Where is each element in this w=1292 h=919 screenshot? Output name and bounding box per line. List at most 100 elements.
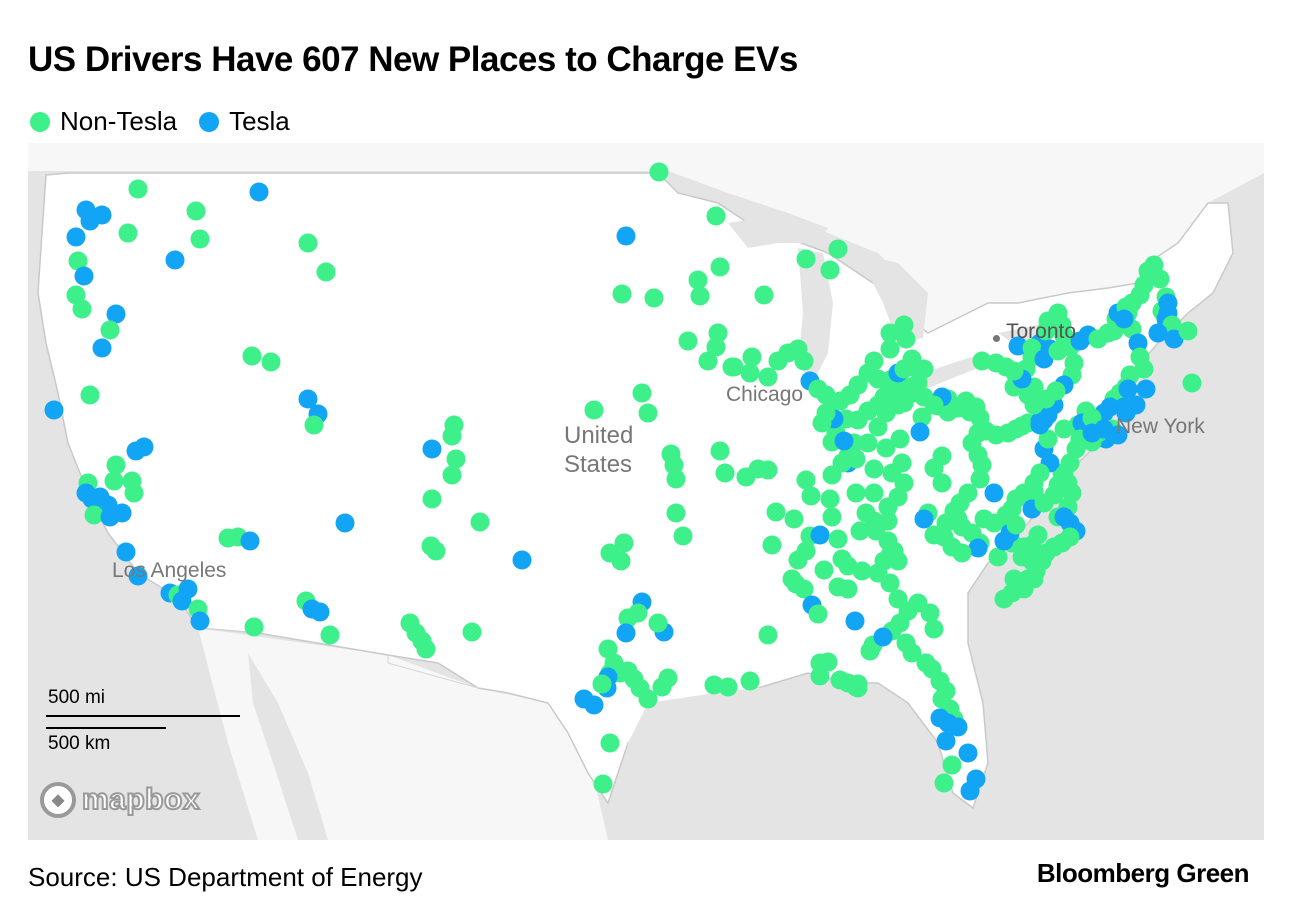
tesla-charger-marker (810, 525, 830, 545)
non-tesla-charger-marker (442, 465, 462, 485)
tesla-charger-marker (948, 717, 968, 737)
non-tesla-charger-marker (658, 668, 678, 688)
non-tesla-charger-marker (304, 415, 324, 435)
non-tesla-charger-marker (766, 502, 786, 522)
non-tesla-charger-marker (190, 229, 210, 249)
map-label-toronto: Toronto (1006, 320, 1077, 343)
non-tesla-charger-marker (902, 643, 922, 663)
non-tesla-charger-marker (106, 455, 126, 475)
non-tesla-charger-marker (864, 351, 884, 371)
legend-label-non-tesla: Non-Tesla (60, 106, 178, 136)
non-tesla-charger-marker (794, 351, 814, 371)
tesla-charger-marker (960, 781, 980, 801)
non-tesla-charger-marker (740, 671, 760, 691)
chart-title: US Drivers Have 607 New Places to Charge… (28, 40, 798, 79)
tesla-charger-marker (936, 731, 956, 751)
non-tesla-charger-marker (988, 547, 1008, 567)
tesla-charger-marker (190, 611, 210, 631)
non-tesla-charger-marker (942, 755, 962, 775)
non-tesla-charger-marker (80, 385, 100, 405)
non-tesla-charger-marker (932, 473, 952, 493)
tesla-charger-marker (584, 695, 604, 715)
non-tesla-charger-marker (638, 689, 658, 709)
non-tesla-charger-marker (104, 471, 124, 491)
tesla-charger-marker (310, 602, 330, 622)
tesla-charger-marker (128, 566, 148, 586)
non-tesla-charger-marker (838, 579, 858, 599)
non-tesla-charger-marker (261, 352, 281, 372)
non-tesla-charger-marker (706, 337, 726, 357)
non-tesla-charger-marker (822, 507, 842, 527)
tesla-charger-marker (1128, 333, 1148, 353)
non-tesla-charger-marker (920, 603, 940, 623)
non-tesla-charger-marker (904, 357, 924, 377)
non-tesla-charger-marker (986, 353, 1006, 373)
non-tesla-charger-marker (600, 733, 620, 753)
non-tesla-charger-marker (632, 383, 652, 403)
tesla-charger-marker (92, 205, 112, 225)
tesla-charger-marker (106, 304, 126, 324)
non-tesla-charger-marker (864, 483, 884, 503)
non-tesla-charger-marker (708, 323, 728, 343)
non-tesla-charger-marker (934, 773, 954, 793)
tesla-charger-marker (240, 531, 260, 551)
tesla-charger-marker (910, 422, 930, 442)
scale-km-label: 500 km (48, 733, 111, 754)
non-tesla-charger-marker (796, 470, 816, 490)
non-tesla-charger-marker (124, 483, 144, 503)
non-tesla-charger-marker (896, 329, 916, 349)
map-label-toronto-group: Toronto (993, 320, 1076, 344)
map-label-new-york: New York (1116, 415, 1205, 438)
non-tesla-charger-marker (648, 613, 668, 633)
non-tesla-charger-marker (664, 455, 684, 475)
non-tesla-charger-marker (644, 288, 664, 308)
non-tesla-charger-marker (858, 433, 878, 453)
non-tesla-charger-marker (1028, 525, 1048, 545)
tesla-charger-marker (1148, 323, 1168, 343)
non-tesla-charger-marker (758, 625, 778, 645)
non-tesla-charger-marker (698, 351, 718, 371)
non-tesla-charger-marker (242, 346, 262, 366)
non-tesla-charger-marker (722, 357, 742, 377)
tesla-charger-marker (1158, 293, 1178, 313)
non-tesla-charger-marker (868, 369, 888, 389)
non-tesla-charger-marker (810, 653, 830, 673)
non-tesla-charger-marker (614, 533, 634, 553)
non-tesla-charger-marker (828, 529, 848, 549)
source-note: Source: US Department of Energy (28, 862, 423, 892)
tesla-charger-marker (134, 437, 154, 457)
tesla-charger-marker (1100, 397, 1120, 417)
tesla-charger-marker (92, 338, 112, 358)
non-tesla-charger-marker (972, 351, 992, 371)
non-tesla-charger-marker (912, 407, 932, 427)
legend-label-tesla: Tesla (229, 106, 290, 136)
tesla-charger-marker (298, 389, 318, 409)
non-tesla-charger-marker (678, 331, 698, 351)
map-svg (28, 143, 1264, 840)
mapbox-attribution[interactable]: ◆ mapbox (40, 782, 201, 818)
non-tesla-charger-marker (442, 426, 462, 446)
non-tesla-charger-marker (828, 239, 848, 259)
lake-erie (908, 353, 988, 388)
non-tesla-charger-marker (638, 403, 658, 423)
non-tesla-charger-marker (972, 455, 992, 475)
non-tesla-charger-marker (864, 511, 884, 531)
scale-miles-label: 500 mi (48, 687, 106, 708)
map-label-chicago: Chicago (726, 383, 804, 406)
non-tesla-charger-marker (706, 206, 726, 226)
non-tesla-charger-marker (715, 463, 735, 483)
legend-swatch-tesla (199, 111, 220, 132)
non-tesla-charger-marker (812, 413, 832, 433)
mapbox-logo-icon: ◆ (40, 782, 76, 818)
non-tesla-charger-marker (740, 363, 760, 383)
scale-km-bar (46, 727, 166, 729)
brand-logo: Bloomberg Green (1036, 858, 1250, 888)
non-tesla-charger-marker (68, 251, 88, 271)
non-tesla-charger-marker (1048, 341, 1068, 361)
map[interactable]: United States Chicago Toronto New York L… (28, 143, 1264, 840)
tesla-charger-marker (1114, 397, 1134, 417)
non-tesla-charger-marker (758, 460, 778, 480)
non-tesla-charger-marker (742, 347, 762, 367)
non-tesla-charger-marker (72, 299, 92, 319)
non-tesla-charger-marker (666, 503, 686, 523)
